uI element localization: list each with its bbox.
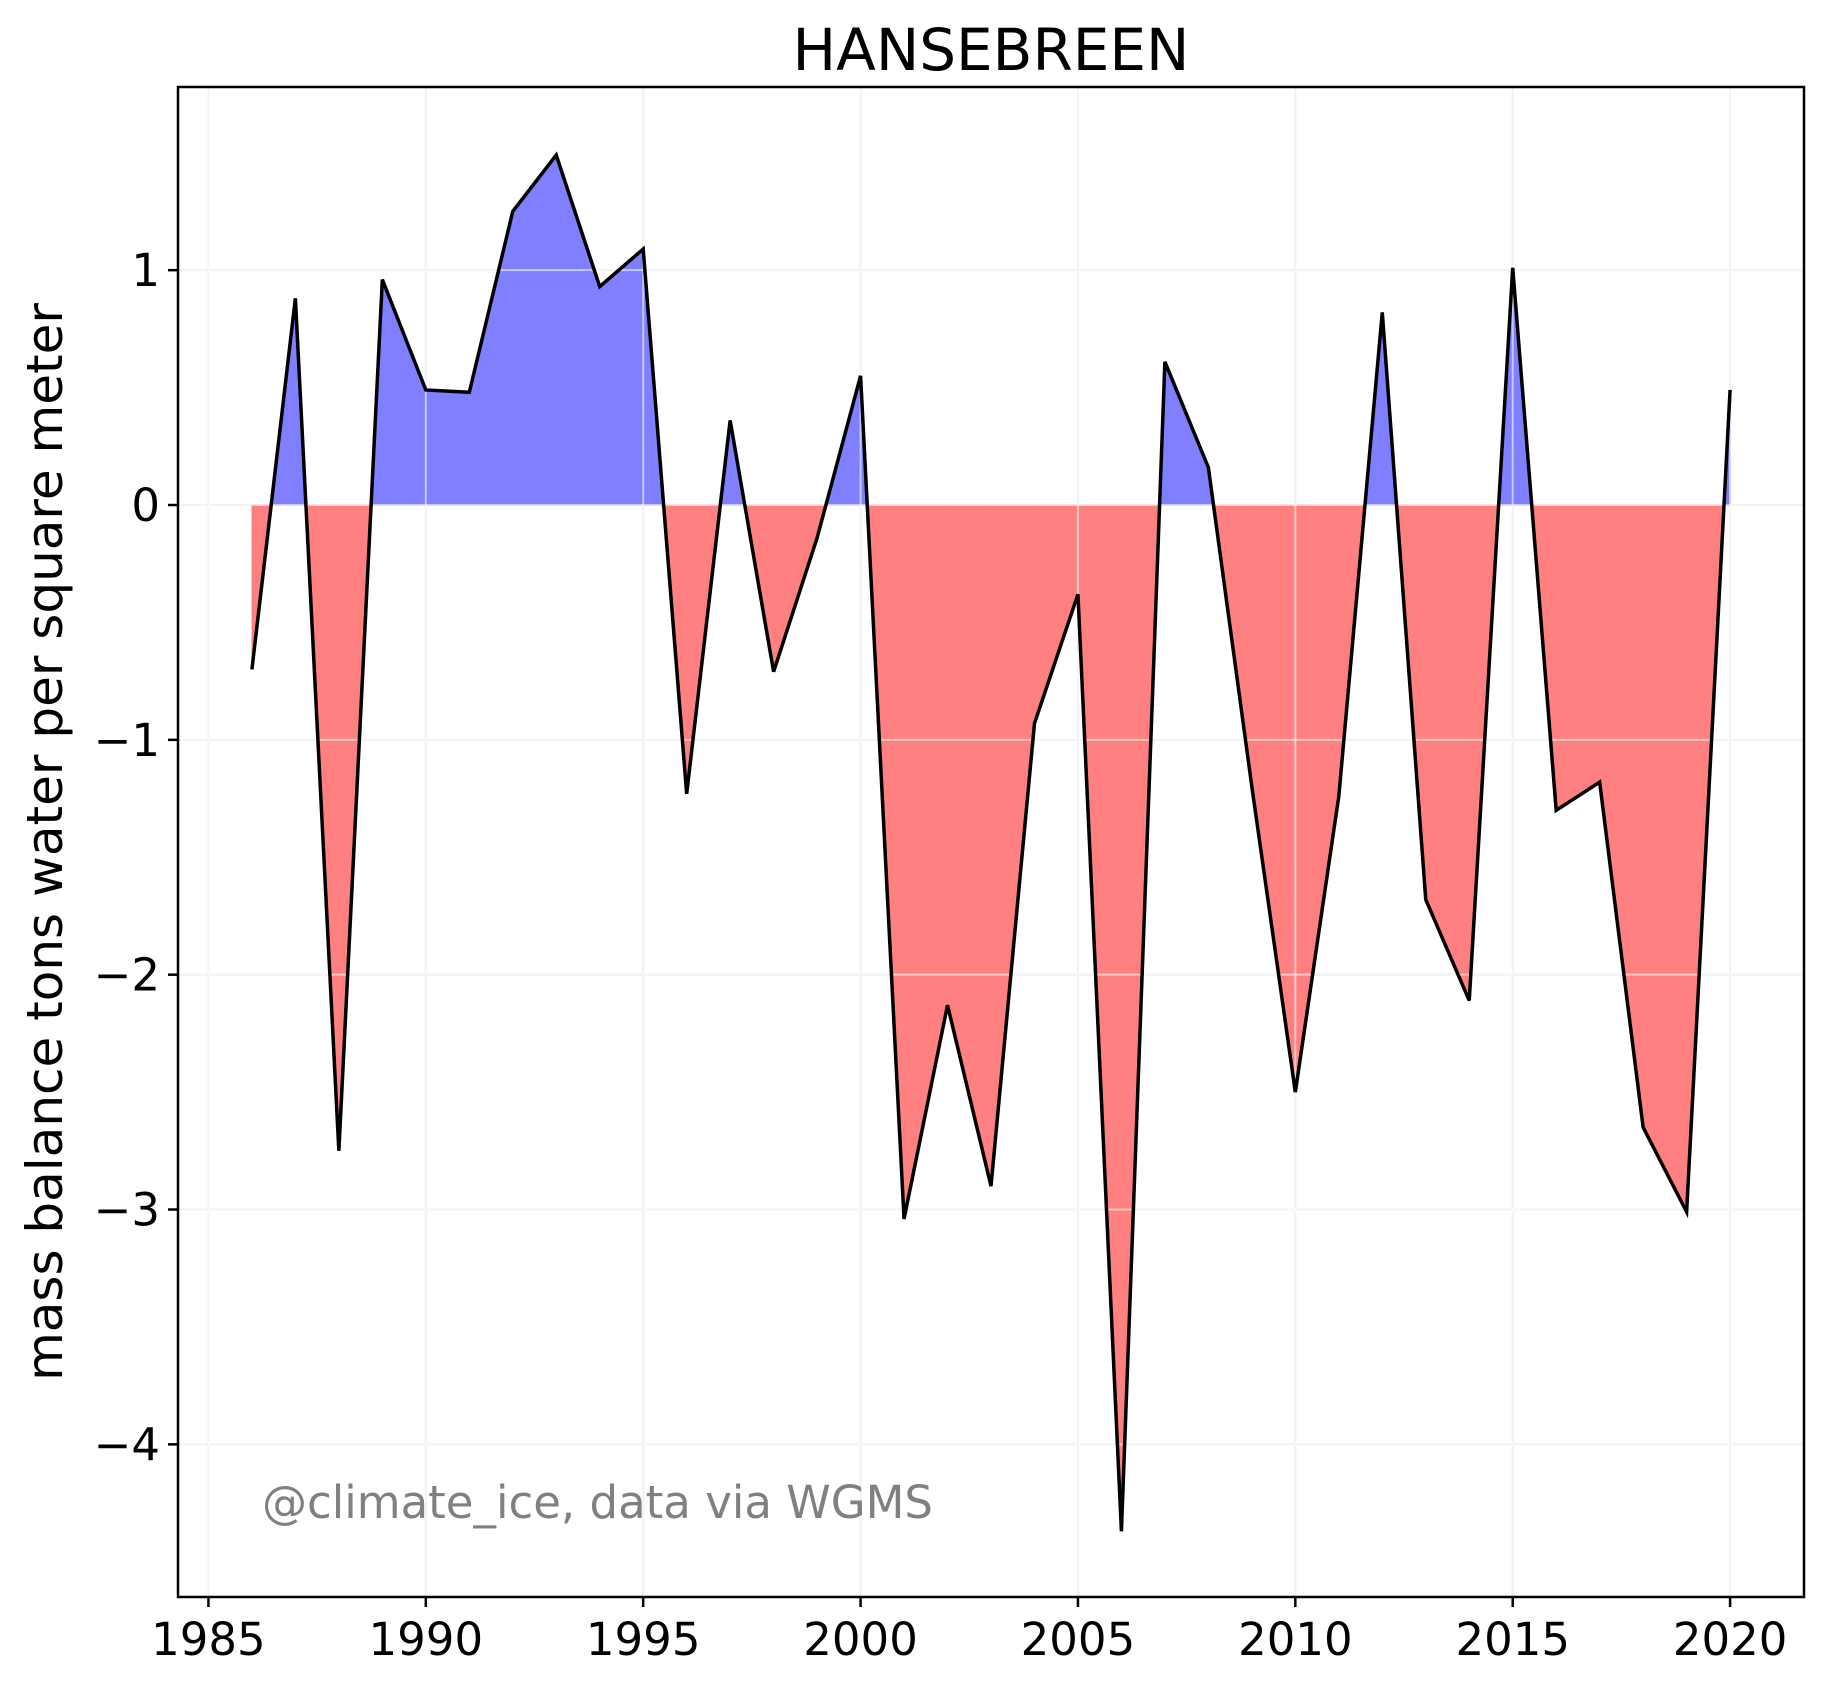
data-point (946, 1003, 950, 1007)
negative-area-segment (1642, 504, 1688, 1213)
data-point (467, 390, 471, 394)
x-tick-label: 2010 (1238, 1613, 1353, 1666)
y-tick-label: −2 (94, 949, 160, 1002)
data-point (685, 792, 689, 796)
data-point (1554, 808, 1558, 812)
negative-area-segment (1555, 504, 1601, 812)
data-point (1032, 721, 1036, 725)
data-point (1424, 898, 1428, 902)
x-axis-ticks: 1985 1990 1995 2000 2005 2010 2015 2020 (151, 1597, 1787, 1666)
y-tick-label: 0 (131, 479, 160, 532)
data-point (815, 536, 819, 540)
y-tick-label: −3 (94, 1184, 160, 1237)
positive-area-segment (599, 248, 644, 506)
x-tick-label: 2020 (1673, 1613, 1788, 1666)
y-axis-label: mass balance tons water per square meter (16, 303, 74, 1381)
data-point (1250, 785, 1254, 789)
data-point (424, 388, 428, 392)
data-point (772, 670, 776, 674)
positive-area-segment (512, 153, 557, 506)
data-point (902, 1217, 906, 1221)
data-point (1641, 1125, 1645, 1129)
data-point (554, 153, 558, 157)
data-point (511, 209, 515, 213)
data-point (1511, 266, 1515, 270)
data-point (989, 1184, 993, 1188)
data-point (1293, 1090, 1297, 1094)
data-point (1685, 1210, 1689, 1214)
data-point (1076, 592, 1080, 596)
data-point (1119, 1529, 1123, 1533)
data-point (859, 374, 863, 378)
y-axis-ticks: −4 −3 −2 −1 0 1 (94, 244, 178, 1471)
data-point (1598, 780, 1602, 784)
data-point (1163, 360, 1167, 364)
x-tick-label: 2000 (803, 1613, 918, 1666)
data-point (1728, 388, 1732, 392)
data-point (1380, 310, 1384, 314)
y-tick-label: 1 (131, 244, 160, 297)
x-tick-label: 1990 (369, 1613, 484, 1666)
data-point (293, 296, 297, 300)
watermark-annotation: @climate_ice, data via WGMS (262, 1476, 933, 1529)
data-point (598, 285, 602, 289)
x-tick-label: 1995 (586, 1613, 701, 1666)
data-point (1337, 794, 1341, 798)
data-point (1206, 465, 1210, 469)
plot-frame (176, 85, 1806, 1599)
data-point (380, 278, 384, 282)
positive-area-segment (425, 389, 470, 506)
series-line (250, 151, 1732, 1532)
x-tick-label: 2005 (1021, 1613, 1136, 1666)
x-tick-label: 2015 (1455, 1613, 1570, 1666)
data-point (337, 1149, 341, 1153)
x-tick-label: 1985 (151, 1613, 266, 1666)
y-tick-label: −4 (94, 1418, 160, 1471)
y-tick-label: −1 (94, 714, 160, 767)
data-point (1467, 999, 1471, 1003)
data-point (250, 667, 254, 671)
data-point (728, 418, 732, 422)
mass-balance-line (250, 151, 1732, 1533)
data-point (641, 247, 645, 251)
chart-title: HANSEBREEN (793, 16, 1190, 84)
